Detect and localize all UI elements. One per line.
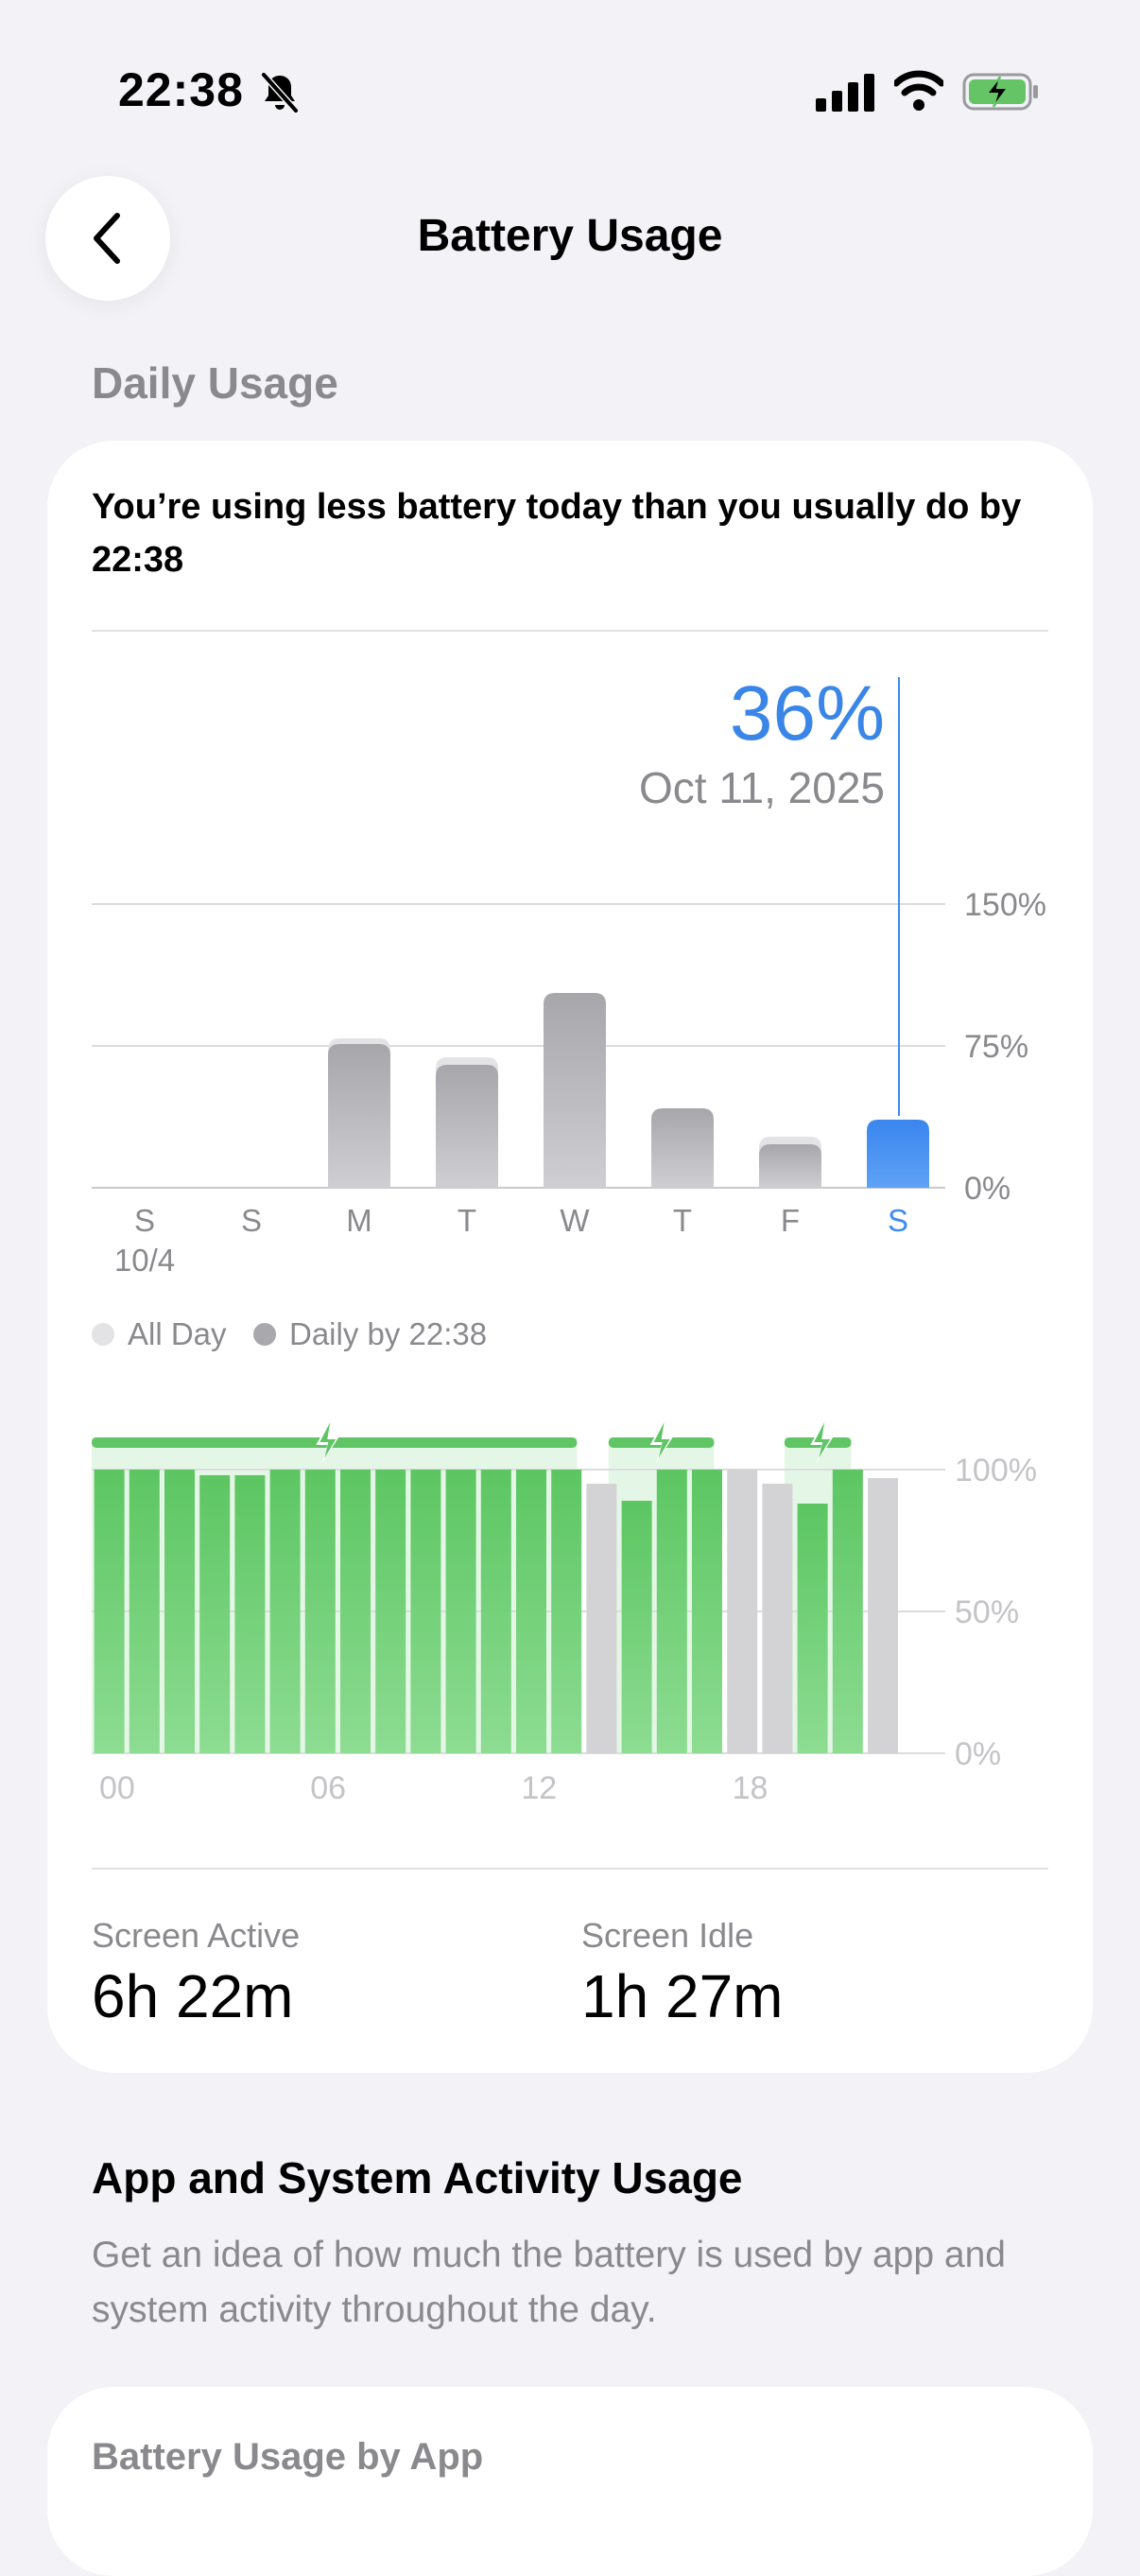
legend-label: Daily by 22:38 [289, 1316, 488, 1351]
daily-usage-card [47, 441, 1093, 2073]
bolt-icon [814, 1422, 831, 1458]
bar-charging [551, 1470, 582, 1753]
bar-charging [164, 1470, 195, 1753]
legend-swatch [253, 1323, 276, 1346]
x-tick-label: F [781, 1203, 800, 1238]
x-tick-label: 00 [99, 1770, 135, 1806]
bar-charging [304, 1470, 336, 1753]
x-tick-label: W [560, 1203, 590, 1238]
x-tick-label: S [241, 1203, 262, 1238]
y-tick-label: 0% [955, 1736, 1001, 1772]
bar-daily-by-time [759, 1144, 821, 1188]
bolt-icon [320, 1422, 337, 1458]
x-tick-label: T [673, 1203, 692, 1238]
bar-daily-by-time [544, 993, 606, 1188]
bar-charging [516, 1470, 546, 1753]
y-tick-label: 75% [964, 1029, 1028, 1065]
x-tick-label: S [888, 1203, 908, 1238]
selected-date: Oct 11, 2025 [639, 763, 885, 812]
bar-daily-by-time [651, 1108, 714, 1188]
bar-charging [94, 1470, 125, 1753]
bar-charging [480, 1470, 511, 1753]
bar-charging [234, 1475, 266, 1753]
usage-summary: You’re using less battery today than you… [92, 487, 1022, 580]
bar-charging [340, 1470, 371, 1753]
bar-charging [410, 1470, 441, 1753]
bar-charging [656, 1470, 687, 1753]
bell-slash-icon [261, 72, 299, 113]
screen-idle-value: 1h 27m [581, 1962, 784, 2030]
back-button[interactable] [45, 176, 170, 301]
daily-usage-label: Daily Usage [92, 358, 338, 408]
wifi-icon [894, 70, 943, 111]
legend-label: All Day [128, 1316, 227, 1351]
bar-discharging [762, 1484, 793, 1753]
screen-active-value: 6h 22m [92, 1962, 294, 2030]
legend-all-day: All Day [92, 1316, 227, 1352]
bar-charging [445, 1470, 476, 1753]
legend-daily-by-time: Daily by 22:38 [253, 1316, 487, 1352]
screen-active-label: Screen Active [92, 1916, 301, 1955]
battery-by-app-card[interactable] [47, 2387, 1093, 2576]
y-tick-label: 100% [955, 1453, 1037, 1488]
legend-swatch [92, 1323, 114, 1346]
battery-by-app-title: Battery Usage by App [92, 2436, 484, 2478]
status-time: 22:38 [118, 63, 244, 116]
app-activity-title: App and System Activity Usage [92, 2153, 743, 2202]
screen-idle-label: Screen Idle [581, 1916, 754, 1955]
daily-usage-chart[interactable]: 150% 75% 0% S S M T W T F S 10/4 [0, 662, 1140, 1286]
divider [92, 630, 1048, 632]
bar-charging [621, 1501, 652, 1753]
battery-charging-icon [962, 73, 1038, 111]
bar-charging [692, 1470, 722, 1753]
bar-charging [199, 1475, 231, 1753]
page-title: Battery Usage [417, 211, 723, 261]
x-tick-label: M [346, 1203, 372, 1238]
bar-selected [867, 1120, 929, 1188]
bar-charging [129, 1470, 160, 1753]
app-activity-description: Get an idea of how much the battery is u… [92, 2235, 1006, 2330]
x-tick-label: T [458, 1203, 476, 1238]
bar-discharging [868, 1478, 898, 1753]
bar-charging [269, 1470, 301, 1753]
bar-daily-by-time [328, 1044, 390, 1188]
selected-percentage: 36% [729, 670, 885, 757]
cellular-signal-icon [816, 74, 874, 112]
bar-charging [832, 1470, 863, 1753]
bar-daily-by-time [436, 1065, 498, 1188]
x-tick-label: 06 [310, 1770, 346, 1806]
bolt-icon [653, 1422, 670, 1458]
y-tick-label: 50% [955, 1594, 1019, 1630]
bar-charging [797, 1504, 828, 1753]
x-tick-label: 12 [521, 1770, 557, 1806]
x-tick-sublabel: 10/4 [114, 1243, 175, 1278]
x-tick-label: S [134, 1203, 155, 1238]
bar-discharging [727, 1470, 758, 1753]
divider [92, 1868, 1048, 1870]
bar-discharging [586, 1484, 617, 1753]
x-tick-label: 18 [733, 1770, 769, 1806]
chevron-left-icon [94, 213, 120, 264]
bar-charging [375, 1470, 406, 1753]
y-tick-label: 150% [964, 887, 1046, 923]
y-tick-label: 0% [964, 1171, 1010, 1207]
battery-level-chart[interactable]: 100% 50% 0% 00 06 12 18 [0, 1409, 1140, 1844]
